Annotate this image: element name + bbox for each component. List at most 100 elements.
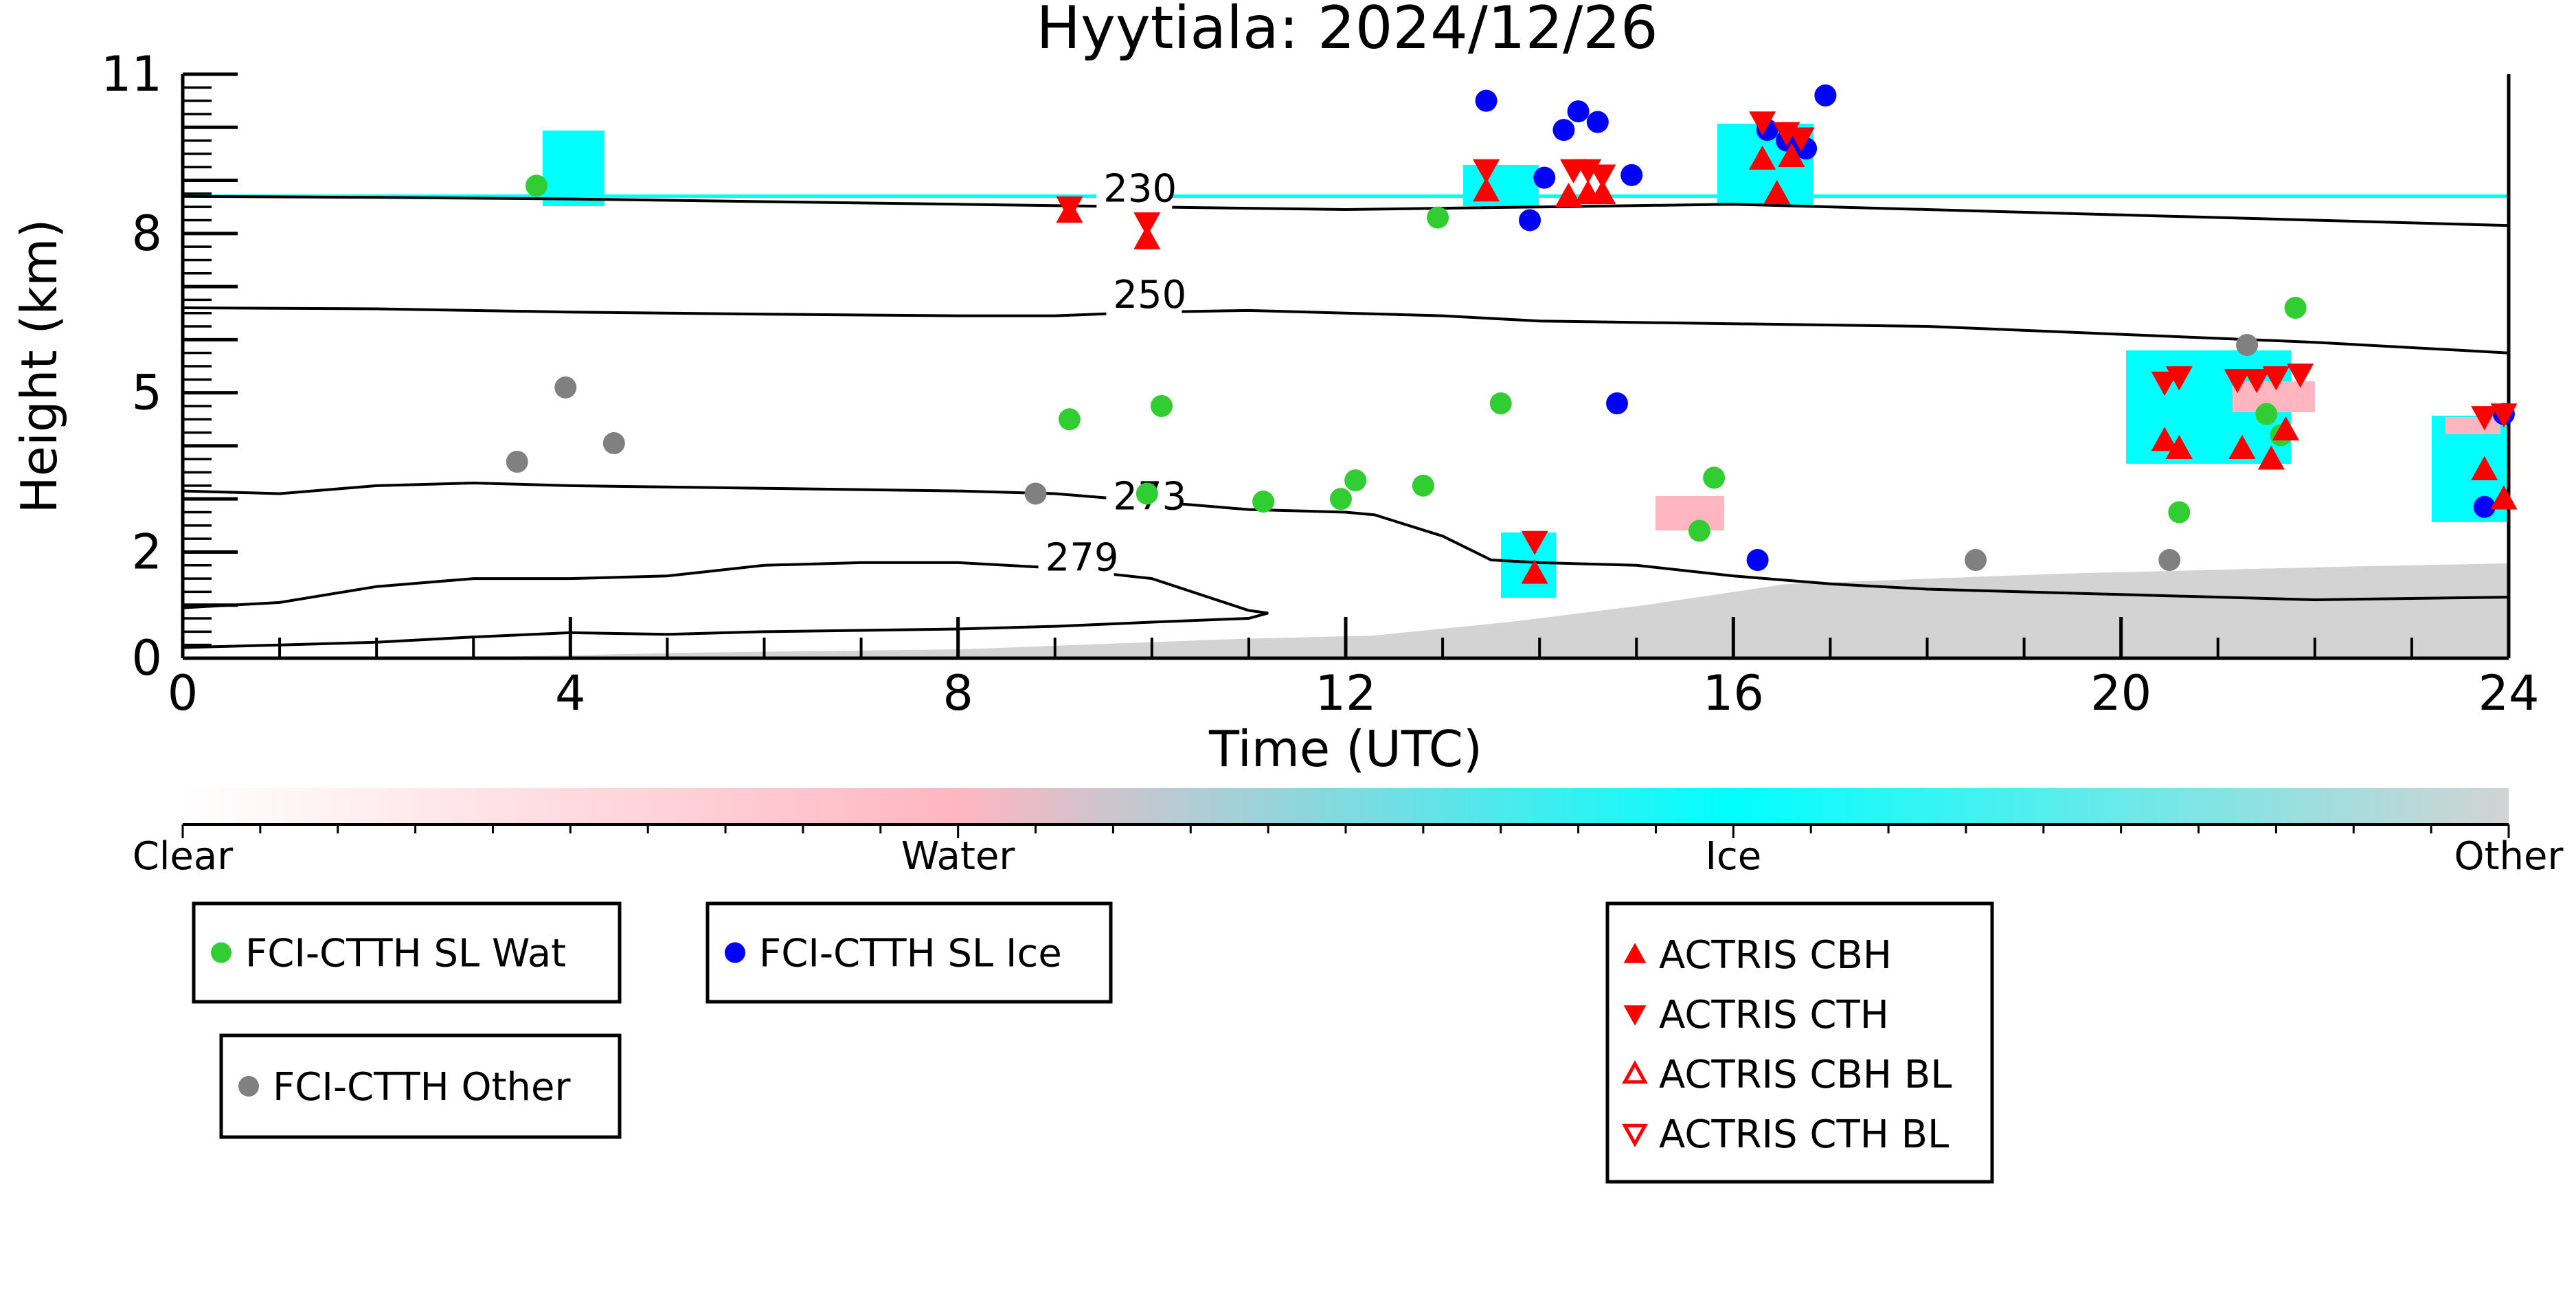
- actris-cbh-marker: [2490, 485, 2518, 510]
- y-tick-label: 0: [131, 630, 162, 686]
- fci-ctth-sl-wat-marker: [525, 175, 547, 197]
- actris-cth-marker: [2151, 371, 2178, 396]
- actris-cth-marker: [2224, 369, 2251, 394]
- actris-cth-marker: [2243, 369, 2270, 394]
- legend-label: FCI-CTTH Other: [273, 1065, 571, 1110]
- fci-ctth-sl-ice-marker: [1533, 166, 1556, 189]
- y-tick-label: 5: [131, 365, 162, 421]
- contour-label-bg: [1096, 172, 1173, 211]
- fci-ctth-other-marker: [2158, 549, 2181, 572]
- actris-cth-marker: [2471, 406, 2498, 431]
- axis-ticks: 0 4 8 12 16 20 24 0 2 5 8 11: [101, 46, 2540, 721]
- y-axis-label: Height (km): [10, 219, 68, 514]
- actris-cbh-marker: [2228, 434, 2256, 460]
- actris-cbh-marker: [2471, 456, 2498, 480]
- legend-label: FCI-CTTH SL Wat: [245, 932, 566, 976]
- actris-cth-marker: [1521, 530, 1548, 555]
- legend-label: ACTRIS CBH: [1659, 933, 1892, 978]
- x-tick-label: 12: [1315, 665, 1376, 721]
- colorbar-label: Other: [2454, 834, 2564, 879]
- fci-ctth-sl-ice-marker: [1552, 119, 1575, 142]
- legend-box: [192, 901, 622, 1004]
- contour-label-bg: [1038, 541, 1114, 580]
- legend-marker: [1623, 1005, 1647, 1026]
- x-tick-label: 20: [2090, 665, 2151, 721]
- fci-ctth-other-marker: [602, 432, 625, 455]
- ice-cloud-patch: [543, 131, 605, 206]
- actris-cbh-marker: [1555, 182, 1583, 207]
- actris-cth-marker: [2490, 403, 2518, 428]
- chart-title: Hyytiala: 2024/12/26: [1036, 0, 1658, 63]
- fci-ctth-sl-wat-marker: [1136, 482, 1158, 505]
- fci-ctth-sl-wat-marker: [1344, 469, 1367, 492]
- legend-marker: [1623, 943, 1647, 963]
- legend-label: ACTRIS CBH BL: [1659, 1053, 1952, 1097]
- fci-ctth-other-marker: [1024, 482, 1047, 505]
- fci-ctth-sl-wat-marker: [1703, 467, 1726, 489]
- actris-cth-marker: [1749, 111, 1776, 136]
- fci-ctth-sl-ice-marker: [1475, 89, 1498, 112]
- fci-ctth-sl-wat-marker: [2284, 297, 2307, 319]
- legend-marker: [211, 942, 231, 963]
- fci-ctth-sl-ice-marker: [1606, 392, 1629, 415]
- y-tick-label: 11: [101, 46, 162, 102]
- fci-ctth-sl-ice-marker: [1746, 549, 1769, 572]
- actris-cbh-marker: [2151, 427, 2178, 451]
- fci-ctth-sl-wat-marker: [1427, 206, 1449, 229]
- legend-marker: [1622, 1123, 1648, 1147]
- x-tick-label: 16: [1703, 665, 1764, 721]
- fci-ctth-sl-wat-marker: [1489, 392, 1512, 415]
- actris-cbh-marker: [1778, 142, 1805, 168]
- fci-ctth-sl-wat-marker: [1252, 491, 1275, 513]
- fci-ctth-other-marker: [554, 376, 577, 398]
- fci-ctth-sl-wat-marker: [1688, 519, 1710, 542]
- actris-cbh-marker: [2272, 416, 2300, 441]
- fci-ctth-sl-wat-marker: [1150, 394, 1173, 417]
- fci-ctth-sl-wat-marker: [1329, 488, 1352, 510]
- contour-label: 250: [1113, 273, 1186, 317]
- contour-line-273: [182, 481, 2509, 602]
- legend-label: ACTRIS CTH BL: [1659, 1112, 1949, 1157]
- fci-ctth-sl-ice-marker: [1519, 209, 1541, 232]
- water-cloud-patch: [2445, 417, 2500, 434]
- fci-ctth-sl-wat-marker: [1058, 408, 1081, 431]
- actris-cth-marker: [1589, 164, 1616, 189]
- actris-cth-marker: [1056, 196, 1083, 221]
- actris-cbh-marker: [2257, 445, 2285, 470]
- temperature-contours: 230250273279: [182, 166, 2509, 649]
- fci-ctth-sl-ice-marker: [1620, 164, 1643, 186]
- legend-label: ACTRIS CTH: [1659, 993, 1889, 1037]
- fci-ctth-sl-ice-marker: [1814, 84, 1837, 106]
- legend-box: [219, 1033, 622, 1139]
- contour-line-230: [182, 194, 2509, 227]
- fci-ctth-other-marker: [2236, 334, 2259, 357]
- actris-cbh-marker: [2165, 434, 2193, 460]
- x-tick-label: 4: [555, 665, 586, 721]
- fci-ctth-sl-wat-marker: [2168, 501, 2191, 524]
- colorbar-label: Ice: [1705, 834, 1761, 879]
- actris-cth-marker: [1133, 212, 1161, 237]
- legend-marker: [725, 942, 745, 963]
- actris-cth-marker: [1787, 127, 1815, 152]
- legend-marker: [238, 1076, 259, 1097]
- other-class-area: [183, 563, 2509, 660]
- legend-box: [1605, 901, 1994, 1184]
- fci-ctth-other-marker: [506, 451, 528, 473]
- fci-ctth-sl-ice-marker: [1586, 111, 1609, 133]
- colorbar-gradient: [183, 788, 2509, 824]
- actris-cth-marker: [2287, 363, 2314, 388]
- contour-line-250: [182, 306, 2509, 355]
- contour-label: 279: [1046, 536, 1119, 581]
- fci-ctth-sl-wat-marker: [1412, 474, 1434, 497]
- x-tick-label: 24: [2478, 665, 2539, 721]
- data-markers: [506, 84, 2518, 584]
- contour-label-bg: [1106, 279, 1182, 317]
- y-tick-label: 8: [131, 205, 162, 262]
- fci-ctth-other-marker: [1965, 549, 1987, 572]
- fci-ctth-sl-ice-marker: [1567, 100, 1590, 123]
- ice-cirrus-band: [183, 194, 2509, 198]
- contour-line-279: [182, 561, 1269, 649]
- legend-box: [705, 901, 1113, 1004]
- x-tick-label: 0: [168, 665, 199, 721]
